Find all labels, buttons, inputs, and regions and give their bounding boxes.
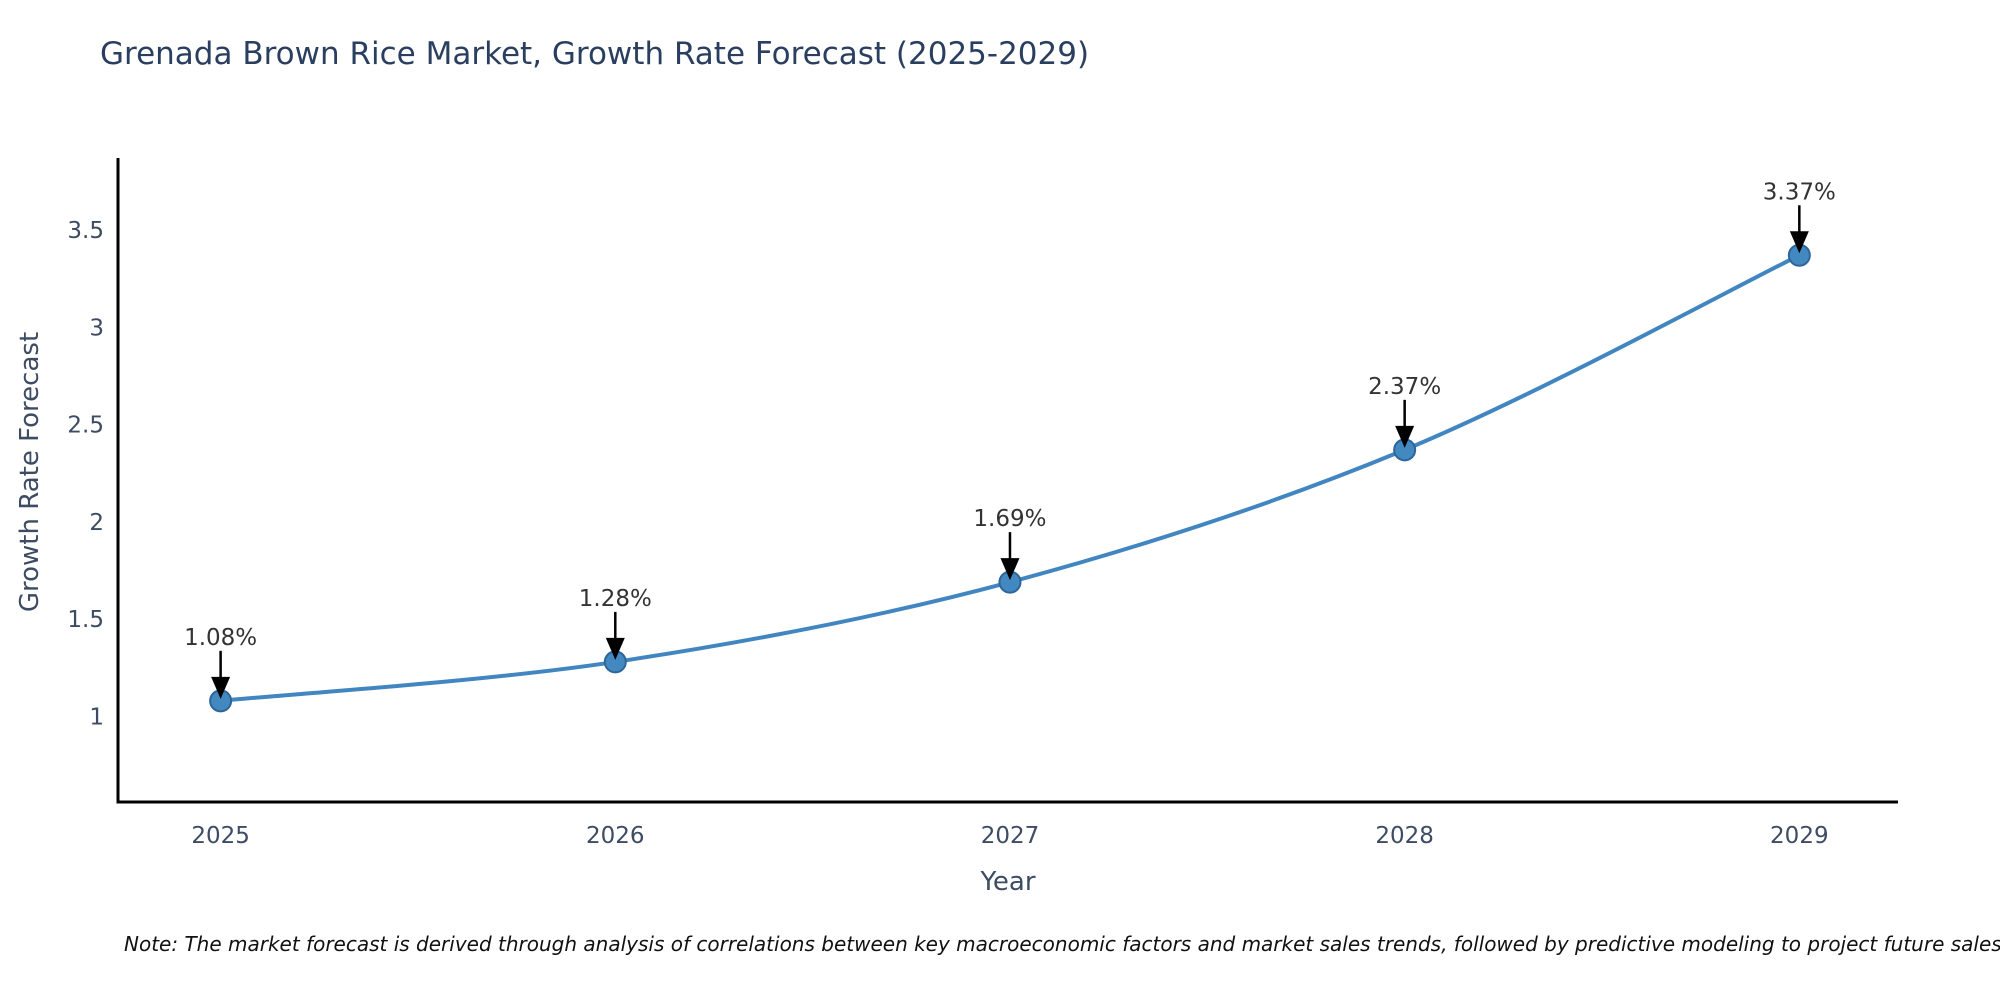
annotation-label-2026: 1.28% [579, 586, 652, 612]
y-tick-label: 3.5 [67, 218, 104, 244]
annotation-label-2025: 1.08% [184, 625, 257, 651]
x-tick-label: 2027 [981, 823, 1040, 849]
y-tick-label: 1.5 [67, 607, 104, 633]
x-tick-label: 2026 [586, 823, 645, 849]
annotation-arrow-head [605, 637, 625, 660]
forecast-line [218, 253, 1802, 703]
x-tick-label: 2025 [191, 823, 250, 849]
y-tick-label: 2.5 [67, 413, 104, 439]
annotation-label-2028: 2.37% [1368, 374, 1441, 400]
y-tick-label: 1 [89, 704, 104, 730]
y-tick-label: 2 [89, 510, 104, 536]
x-tick-label: 2029 [1770, 823, 1829, 849]
annotation-arrow-head [1789, 231, 1809, 254]
chart-title: Grenada Brown Rice Market, Growth Rate F… [100, 36, 1090, 72]
annotation-arrow-head [211, 676, 231, 699]
annotation-label-2027: 1.69% [973, 506, 1046, 532]
x-axis-title: Year [980, 867, 1036, 897]
annotation-label-2029: 3.37% [1763, 179, 1836, 205]
y-tick-label: 3 [89, 315, 104, 341]
annotation-arrow-head [1000, 558, 1020, 581]
annotation-arrow-head [1395, 425, 1415, 448]
footnote: Note: The market forecast is derived thr… [124, 932, 2000, 956]
x-tick-label: 2028 [1375, 823, 1434, 849]
